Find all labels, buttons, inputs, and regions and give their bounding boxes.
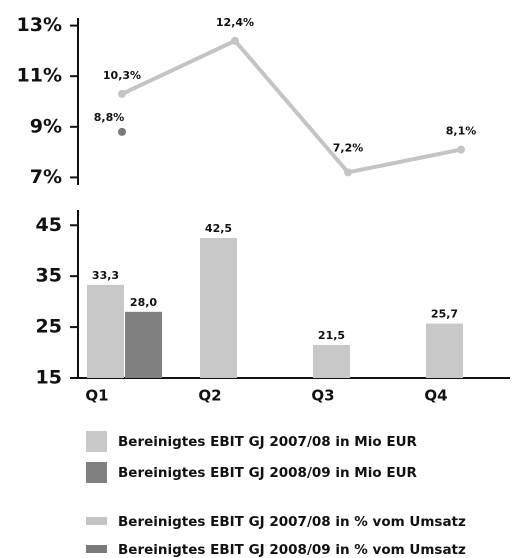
bar [313, 344, 350, 378]
y-tick-label: 7% [30, 166, 62, 188]
point [118, 89, 126, 98]
y-tick-label: 13% [17, 14, 62, 36]
point [118, 127, 126, 136]
legend-swatch [86, 545, 107, 553]
data-label: 12,4% [216, 16, 254, 29]
bar [200, 238, 237, 378]
legend-label: Bereinigtes EBIT GJ 2007/08 in Mio EUR [118, 434, 418, 450]
legend-swatch [86, 462, 107, 483]
bar [426, 323, 463, 378]
legend-swatch [86, 431, 107, 452]
data-label: 28,0 [130, 296, 157, 309]
point [457, 145, 465, 154]
y-tick-label: 25 [36, 316, 62, 338]
y-tick-label: 45 [36, 214, 62, 236]
legend-label: Bereinigtes EBIT GJ 2008/09 in % vom Ums… [118, 542, 466, 558]
data-label: 10,3% [103, 69, 141, 82]
x-tick-label: Q2 [198, 387, 221, 405]
data-label: 42,5 [205, 222, 232, 235]
data-label: 7,2% [333, 141, 364, 154]
line [121, 38, 462, 175]
data-label: 8,1% [446, 125, 477, 138]
x-tick-label: Q1 [85, 387, 108, 405]
bar [87, 284, 124, 378]
data-label: 25,7 [431, 308, 458, 321]
data-label: 21,5 [318, 329, 345, 342]
y-tick-label: 35 [36, 265, 62, 287]
y-tick-label: 15 [36, 367, 62, 389]
legend-label: Bereinigtes EBIT GJ 2007/08 in % vom Ums… [118, 514, 466, 530]
x-tick-label: Q4 [424, 387, 447, 405]
y-tick-label: 9% [30, 115, 62, 137]
point [231, 36, 239, 45]
x-tick-label: Q3 [311, 387, 334, 405]
legend-swatch [86, 517, 107, 525]
y-tick-label: 11% [17, 65, 62, 87]
bar [125, 311, 162, 378]
point [344, 168, 352, 177]
data-label: 33,3 [92, 269, 119, 282]
data-label: 8,8% [94, 111, 125, 124]
legend-label: Bereinigtes EBIT GJ 2008/09 in Mio EUR [118, 465, 418, 481]
